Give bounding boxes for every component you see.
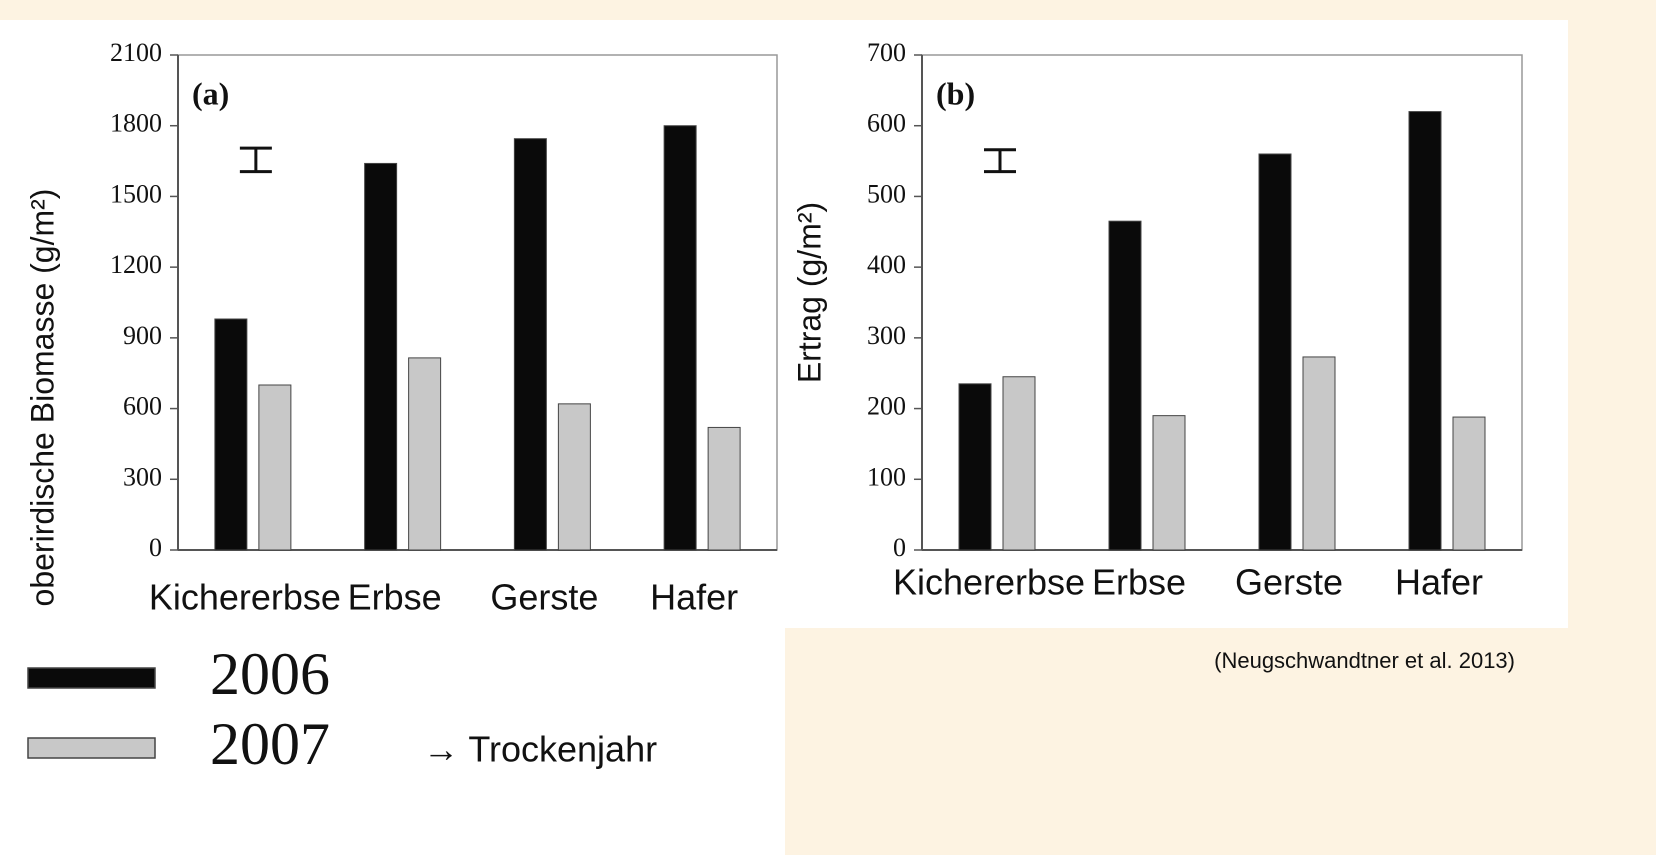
y-tick-label: 300	[123, 462, 162, 491]
panel-label: (a)	[192, 75, 229, 111]
y-tick-label: 600	[123, 392, 162, 421]
bar	[1408, 111, 1442, 551]
bar	[1002, 376, 1036, 551]
legend-swatch	[27, 737, 156, 759]
y-axis-label: oberirdische Biomasse (g/m²)	[24, 189, 60, 607]
annotation: → Trockenjahr	[423, 729, 657, 770]
bar	[1452, 416, 1486, 551]
x-tick-label: Kichererbse	[893, 562, 1085, 603]
bar	[1152, 415, 1186, 551]
x-tick-label: Hafer	[1395, 562, 1483, 603]
legend-swatch	[27, 667, 156, 689]
bar	[557, 403, 591, 551]
bar	[513, 138, 547, 551]
bar	[958, 383, 992, 551]
bar	[707, 426, 741, 551]
source: (Neugschwandtner et al. 2013)	[1214, 648, 1515, 673]
y-tick-label: 700	[867, 38, 906, 67]
y-tick-label: 2100	[110, 38, 162, 67]
legend-label: 2007	[210, 711, 330, 777]
y-tick-label: 200	[867, 392, 906, 421]
x-tick-label: Gerste	[490, 577, 598, 618]
y-tick-label: 0	[149, 533, 162, 562]
y-axis-label: Ertrag (g/m²)	[791, 202, 827, 383]
y-tick-label: 600	[867, 109, 906, 138]
bar	[1108, 220, 1142, 551]
y-tick-label: 1500	[110, 179, 162, 208]
bar	[1302, 356, 1336, 551]
bar	[364, 162, 398, 551]
bar	[663, 125, 697, 551]
y-tick-label: 900	[123, 321, 162, 350]
y-tick-label: 400	[867, 250, 906, 279]
x-tick-label: Kichererbse	[149, 577, 341, 618]
bar	[1258, 153, 1292, 551]
x-tick-label: Erbse	[1092, 562, 1186, 603]
x-tick-label: Erbse	[348, 577, 442, 618]
y-tick-label: 1200	[110, 250, 162, 279]
x-tick-label: Gerste	[1235, 562, 1343, 603]
bar	[408, 357, 442, 551]
y-tick-label: 300	[867, 321, 906, 350]
y-tick-label: 0	[893, 533, 906, 562]
panel-label: (b)	[936, 75, 975, 111]
y-tick-label: 1800	[110, 109, 162, 138]
legend-label: 2006	[210, 641, 330, 707]
bar	[214, 318, 248, 551]
y-tick-label: 500	[867, 179, 906, 208]
y-tick-label: 100	[867, 462, 906, 491]
x-tick-label: Hafer	[650, 577, 738, 618]
bar	[258, 384, 292, 551]
